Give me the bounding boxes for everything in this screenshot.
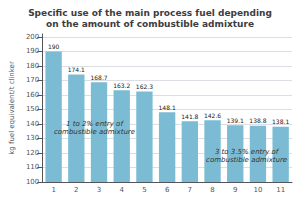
svg-text:141.8: 141.8 (181, 113, 198, 120)
svg-text:combustible admixture: combustible admixture (54, 128, 135, 136)
svg-text:1: 1 (51, 186, 55, 194)
svg-text:kg fuel equivalent/t clinker: kg fuel equivalent/t clinker (8, 61, 16, 155)
svg-text:110: 110 (26, 163, 39, 171)
svg-text:142.6: 142.6 (204, 112, 221, 119)
svg-text:6: 6 (165, 186, 170, 194)
svg-text:200: 200 (26, 33, 39, 41)
svg-text:148.1: 148.1 (159, 104, 176, 111)
svg-text:2: 2 (74, 186, 78, 194)
svg-text:4: 4 (119, 186, 124, 194)
svg-text:190: 190 (26, 47, 39, 55)
svg-text:120: 120 (26, 149, 39, 157)
svg-text:7: 7 (188, 186, 192, 194)
svg-text:162.3: 162.3 (136, 83, 153, 90)
svg-text:139.1: 139.1 (227, 117, 244, 124)
svg-text:160: 160 (26, 91, 39, 99)
svg-text:11: 11 (276, 186, 285, 194)
svg-text:1 to 2% entry of: 1 to 2% entry of (66, 120, 124, 128)
svg-text:138.1: 138.1 (272, 118, 289, 125)
svg-text:163.2: 163.2 (113, 82, 130, 89)
svg-text:on the amount of combustible a: on the amount of combustible admixture (46, 19, 254, 29)
svg-text:Specific use of the main proce: Specific use of the main process fuel de… (28, 8, 272, 18)
svg-text:150: 150 (26, 105, 39, 113)
svg-text:5: 5 (142, 186, 146, 194)
svg-text:174.1: 174.1 (68, 66, 85, 73)
svg-text:138.8: 138.8 (249, 117, 266, 124)
svg-text:combustible admixture: combustible admixture (206, 156, 287, 164)
svg-text:140: 140 (26, 120, 39, 128)
svg-text:168.7: 168.7 (90, 74, 107, 81)
svg-text:130: 130 (26, 134, 39, 142)
svg-text:190: 190 (48, 43, 60, 50)
svg-text:100: 100 (26, 178, 39, 186)
svg-text:3 to 3.5% entry of: 3 to 3.5% entry of (215, 148, 280, 156)
svg-text:9: 9 (233, 186, 237, 194)
svg-text:3: 3 (97, 186, 101, 194)
svg-text:8: 8 (210, 186, 214, 194)
svg-text:10: 10 (253, 186, 262, 194)
svg-text:170: 170 (26, 76, 39, 84)
svg-text:180: 180 (26, 62, 39, 70)
